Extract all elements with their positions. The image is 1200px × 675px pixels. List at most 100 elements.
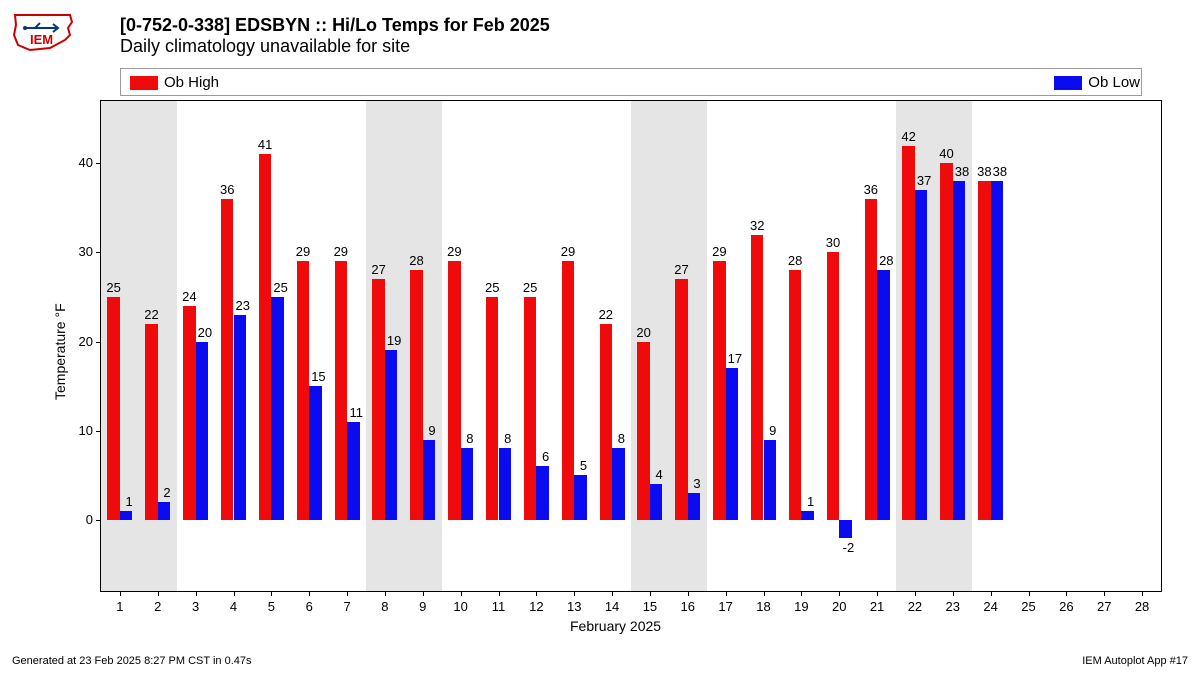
low-bar [120,511,132,520]
y-tick-label: 10 [63,423,93,438]
high-bar-label: 29 [558,244,578,259]
x-tick-label: 4 [219,599,249,614]
legend-low-swatch [1054,76,1082,90]
high-bar-label: 29 [293,244,313,259]
x-tick-label: 5 [256,599,286,614]
low-bar-label: 28 [875,253,897,268]
low-bar-label: 8 [610,431,632,446]
x-tick-label: 2 [143,599,173,614]
high-bar [221,199,233,520]
low-bar [234,315,246,520]
high-bar [259,154,271,519]
x-tick-label: 10 [446,599,476,614]
low-bar-label: 23 [232,298,254,313]
chart-title: [0-752-0-338] EDSBYN :: Hi/Lo Temps for … [120,15,550,57]
low-bar-label: 25 [269,280,291,295]
high-bar-label: 22 [596,307,616,322]
high-bar-label: 25 [520,280,540,295]
high-bar-label: 28 [785,253,805,268]
low-bar-label: 37 [913,173,935,188]
high-bar [637,342,649,520]
high-bar-label: 25 [103,280,123,295]
legend-high-label: Ob High [164,74,219,91]
x-tick-label: 17 [711,599,741,614]
y-axis-label: Temperature °F [52,303,68,400]
high-bar [562,261,574,519]
high-bar-label: 32 [747,218,767,233]
y-tick-label: 40 [63,155,93,170]
high-bar-label: 29 [331,244,351,259]
low-bar-label: 6 [534,449,556,464]
low-bar [801,511,813,520]
x-tick-label: 21 [862,599,892,614]
high-bar-label: 25 [482,280,502,295]
high-bar [297,261,309,519]
high-bar [751,235,763,520]
high-bar [940,163,952,519]
high-bar-label: 27 [671,262,691,277]
high-bar-label: 24 [179,289,199,304]
high-bar [713,261,725,519]
x-tick-label: 8 [370,599,400,614]
high-bar-label: 36 [217,182,237,197]
high-bar [448,261,460,519]
low-bar [309,386,321,520]
low-bar [385,350,397,519]
low-bar [461,448,473,519]
low-bar-label: 15 [307,369,329,384]
low-bar-label: 2 [156,485,178,500]
low-bar [574,475,586,520]
low-bar [650,484,662,520]
x-tick-label: 7 [332,599,362,614]
low-bar-label: 8 [459,431,481,446]
low-bar [536,466,548,519]
low-bar-label: 38 [989,164,1011,179]
low-bar [612,448,624,519]
title-line2: Daily climatology unavailable for site [120,36,550,57]
low-bar [158,502,170,520]
low-bar-label: 17 [724,351,746,366]
legend-box [120,68,1142,96]
high-bar [486,297,498,520]
high-bar [789,270,801,519]
low-bar [196,342,208,520]
high-bar [410,270,422,519]
low-bar [915,190,927,520]
x-tick-label: 15 [635,599,665,614]
low-bar [499,448,511,519]
low-bar [347,422,359,520]
x-tick-label: 1 [105,599,135,614]
x-tick-label: 20 [824,599,854,614]
high-bar [372,279,384,520]
x-tick-label: 25 [1014,599,1044,614]
low-bar-label: 38 [951,164,973,179]
legend-low-label: Ob Low [1088,74,1140,91]
x-tick-label: 14 [597,599,627,614]
high-bar-label: 30 [823,235,843,250]
low-bar-label: 20 [194,325,216,340]
legend-high-swatch [130,76,158,90]
svg-text:IEM: IEM [30,32,53,47]
high-bar-label: 29 [444,244,464,259]
low-bar [991,181,1003,520]
x-tick-label: 19 [786,599,816,614]
low-bar [726,368,738,519]
low-bar-label: 8 [497,431,519,446]
x-tick-label: 28 [1127,599,1157,614]
high-bar [107,297,119,520]
high-bar [600,324,612,520]
x-tick-label: 23 [938,599,968,614]
footer-app: IEM Autoplot App #17 [1082,655,1188,667]
high-bar-label: 27 [368,262,388,277]
x-tick-label: 27 [1089,599,1119,614]
low-bar-label: 1 [118,494,140,509]
legend-high: Ob High [130,74,219,91]
high-bar-label: 28 [406,253,426,268]
high-bar-label: 42 [898,129,918,144]
x-tick-label: 9 [408,599,438,614]
low-bar-label: 19 [383,333,405,348]
y-tick-label: 0 [63,512,93,527]
iem-logo: IEM [10,10,80,55]
low-bar-label: 4 [648,467,670,482]
high-bar-label: 20 [633,325,653,340]
